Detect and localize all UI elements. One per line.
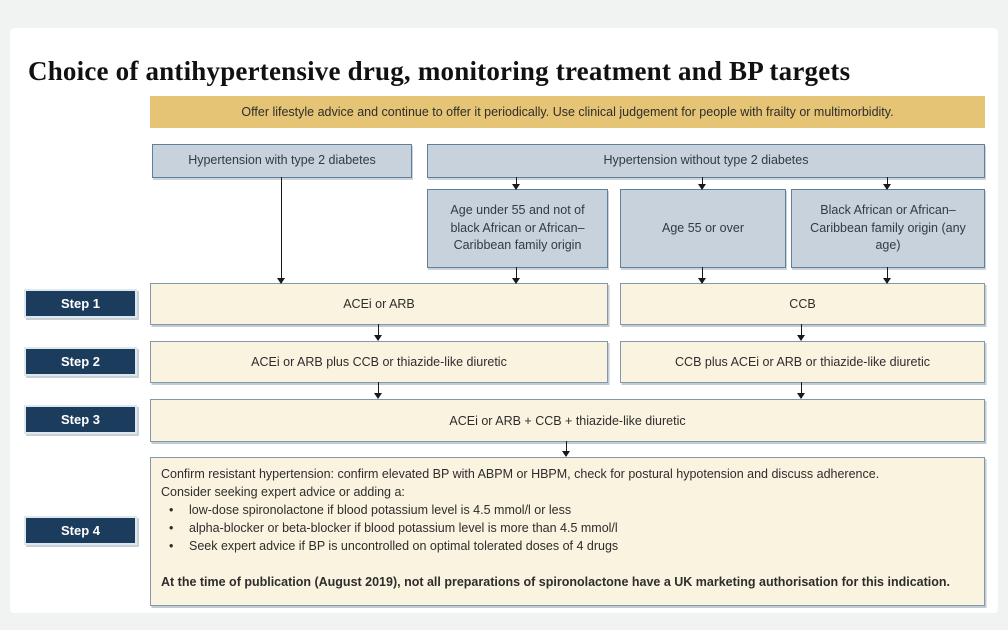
box-subgroup-age-under-55: Age under 55 and not of black African or… [427, 189, 608, 268]
flow-arrow [883, 267, 891, 284]
step-2-label: Step 2 [24, 347, 137, 376]
page-title: Choice of antihypertensive drug, monitor… [28, 56, 851, 87]
step4-publication-note: At the time of publication (August 2019)… [161, 575, 950, 589]
flow-arrow [277, 177, 285, 284]
step4-intro-line1: Confirm resistant hypertension: confirm … [161, 467, 880, 481]
flow-arrow [374, 324, 382, 341]
flow-arrow [698, 267, 706, 284]
box-subgroup-age-55-or-over: Age 55 or over [620, 189, 786, 268]
flow-arrow [797, 324, 805, 341]
step2-right-treatment-box: CCB plus ACEi or ARB or thiazide-like di… [620, 341, 985, 383]
step1-right-treatment-box: CCB [620, 283, 985, 325]
step-3-label: Step 3 [24, 405, 137, 434]
flow-arrow [562, 441, 570, 457]
flow-arrow [512, 177, 520, 190]
box-hypertension-with-diabetes: Hypertension with type 2 diabetes [152, 144, 412, 178]
box-hypertension-without-diabetes: Hypertension without type 2 diabetes [427, 144, 985, 178]
flow-arrow [374, 382, 382, 399]
flow-arrow [797, 382, 805, 399]
step2-left-treatment-box: ACEi or ARB plus CCB or thiazide-like di… [150, 341, 608, 383]
flow-arrow [512, 267, 520, 284]
step1-left-treatment-box: ACEi or ARB [150, 283, 608, 325]
lifestyle-advice-banner: Offer lifestyle advice and continue to o… [150, 96, 985, 128]
box-subgroup-black-african: Black African or African–Caribbean famil… [791, 189, 985, 268]
flow-arrow [883, 177, 891, 190]
step4-bullet: low-dose spironolactone if blood potassi… [161, 501, 974, 519]
step4-resistant-hypertension-box: Confirm resistant hypertension: confirm … [150, 457, 985, 606]
step4-bullet: alpha-blocker or beta-blocker if blood p… [161, 519, 974, 537]
step4-bullet: Seek expert advice if BP is uncontrolled… [161, 537, 974, 555]
step4-intro-line2: Consider seeking expert advice or adding… [161, 485, 405, 499]
step3-treatment-box: ACEi or ARB + CCB + thiazide-like diuret… [150, 399, 985, 442]
step-4-label: Step 4 [24, 516, 137, 545]
flow-arrow [698, 177, 706, 190]
step-1-label: Step 1 [24, 289, 137, 318]
